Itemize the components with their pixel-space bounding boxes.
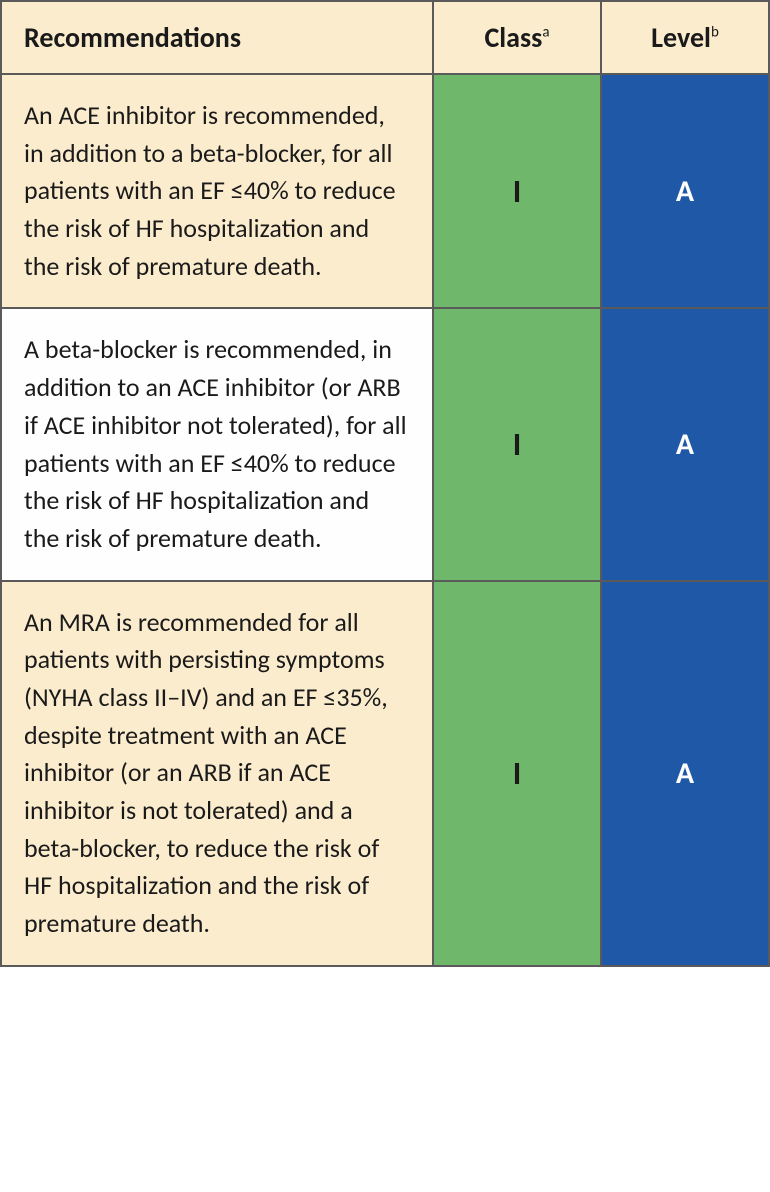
- table-row: A beta-blocker is recommended, in additi…: [1, 308, 769, 580]
- class-cell: I: [433, 581, 601, 966]
- recommendations-table: Recommendations Classa Levelb An ACE inh…: [0, 0, 770, 967]
- header-recommendations: Recommendations: [1, 1, 433, 74]
- table-body: An ACE inhibitor is recommended, in addi…: [1, 74, 769, 966]
- class-cell: I: [433, 308, 601, 580]
- table-row: An ACE inhibitor is recommended, in addi…: [1, 74, 769, 308]
- header-class-label: Class: [484, 20, 542, 55]
- header-level-label: Level: [651, 20, 711, 55]
- level-cell: A: [601, 581, 769, 966]
- recommendation-cell: A beta-blocker is recommended, in additi…: [1, 308, 433, 580]
- header-level: Levelb: [601, 1, 769, 74]
- header-class: Classa: [433, 1, 601, 74]
- recommendation-cell: An MRA is recommended for all patients w…: [1, 581, 433, 966]
- level-cell: A: [601, 308, 769, 580]
- level-cell: A: [601, 74, 769, 308]
- recommendation-cell: An ACE inhibitor is recommended, in addi…: [1, 74, 433, 308]
- table-row: An MRA is recommended for all patients w…: [1, 581, 769, 966]
- header-class-sup: a: [542, 24, 549, 42]
- table-header-row: Recommendations Classa Levelb: [1, 1, 769, 74]
- header-level-sup: b: [711, 24, 719, 42]
- header-recommendations-label: Recommendations: [24, 20, 241, 55]
- class-cell: I: [433, 74, 601, 308]
